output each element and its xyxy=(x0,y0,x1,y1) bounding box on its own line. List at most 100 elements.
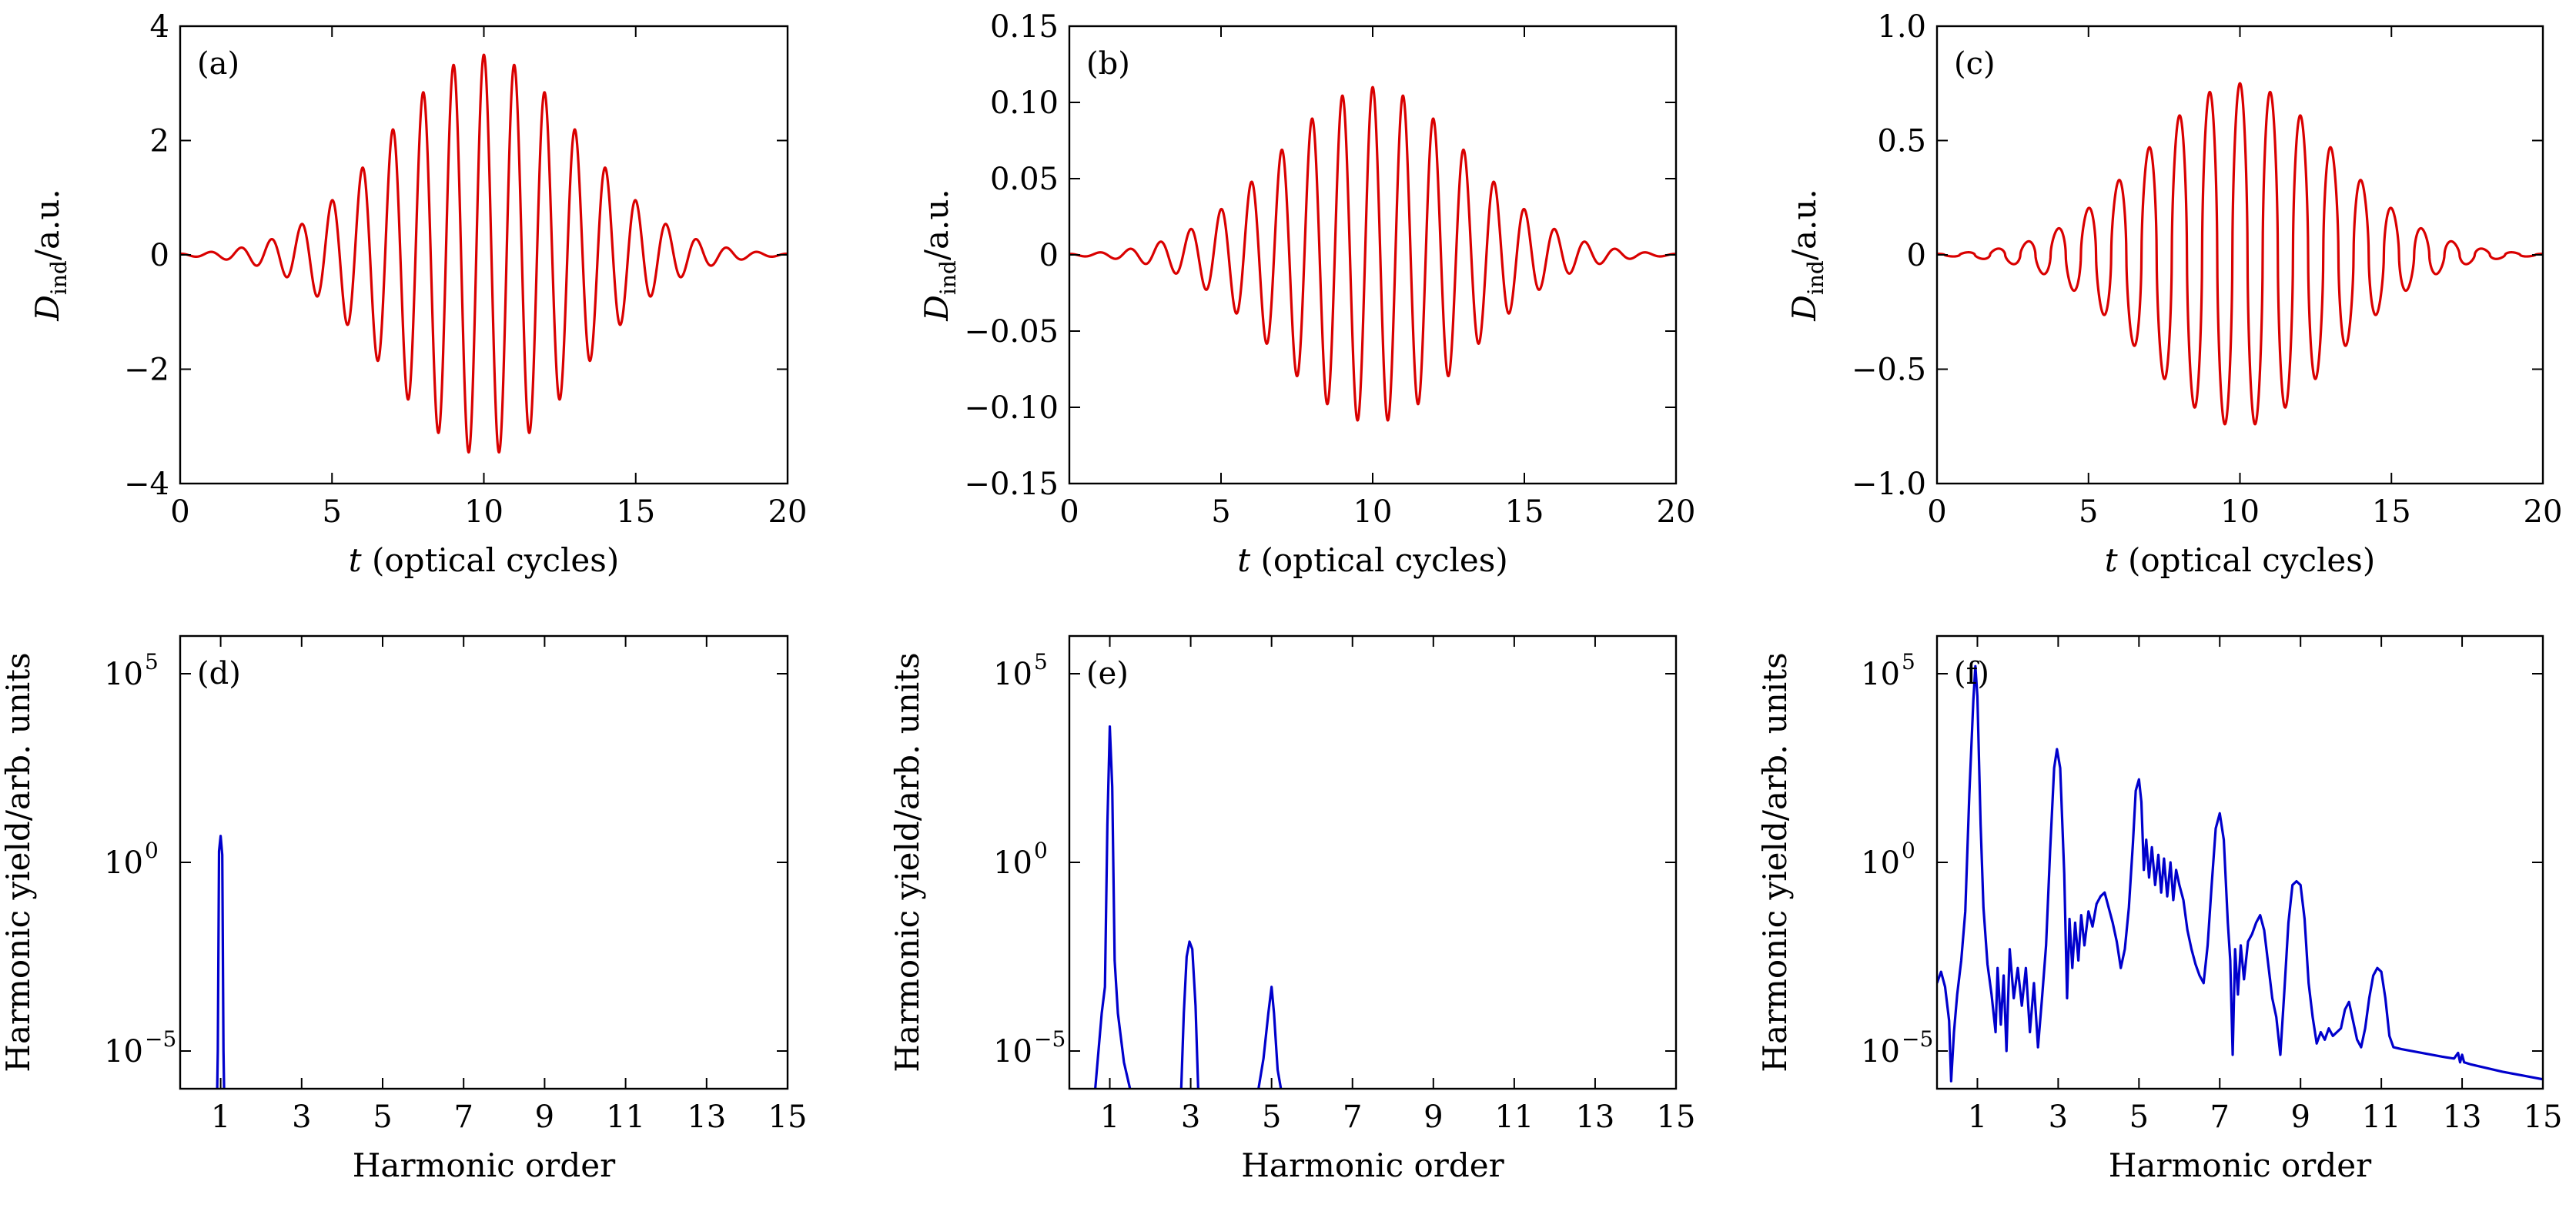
plot-frame xyxy=(179,634,789,1090)
y-tick-exponent: 5 xyxy=(1034,649,1048,674)
x-tick-label: 20 xyxy=(2524,494,2563,530)
y-axis-label: Harmonic yield/arb. units xyxy=(1756,652,1794,1072)
x-tick-label: 3 xyxy=(292,1100,311,1135)
y-tick-label: 10 xyxy=(1861,657,1900,692)
y-tick-label: −2 xyxy=(124,353,169,388)
y-tick-label: −1.0 xyxy=(1852,467,1926,502)
y-tick-exponent: 0 xyxy=(1034,838,1048,863)
plot-frame xyxy=(1068,25,1678,485)
x-tick-label: 15 xyxy=(2372,494,2411,530)
x-tick-label: 11 xyxy=(606,1100,645,1135)
y-tick-label: 0 xyxy=(150,238,169,273)
y-tick-label: 2 xyxy=(150,124,169,159)
panel-label: (a) xyxy=(197,46,239,82)
x-tick-label: 3 xyxy=(2049,1100,2068,1135)
x-tick-label: 7 xyxy=(2210,1100,2230,1135)
x-tick-label: 5 xyxy=(373,1100,392,1135)
x-tick-label: 0 xyxy=(1927,494,1946,530)
y-tick-label: 10 xyxy=(104,657,143,692)
x-tick-label: 0 xyxy=(170,494,189,530)
x-axis-label: t (optical cycles) xyxy=(2105,541,2375,579)
plot-frame xyxy=(179,25,789,485)
x-tick-label: 5 xyxy=(2129,1100,2149,1135)
x-tick-label: 15 xyxy=(2524,1100,2563,1135)
x-tick-label: 11 xyxy=(1494,1100,1534,1135)
x-tick-label: 10 xyxy=(2220,494,2260,530)
x-tick-label: 20 xyxy=(768,494,808,530)
series-line-b xyxy=(1069,85,1676,422)
series-line-c xyxy=(1937,82,2543,426)
x-tick-label: 5 xyxy=(323,494,342,530)
x-tick-label: 13 xyxy=(1575,1100,1614,1135)
x-tick-label: 15 xyxy=(1505,494,1544,530)
x-tick-label: 9 xyxy=(2290,1100,2310,1135)
series-line-a xyxy=(180,53,788,454)
series-line-e xyxy=(1094,725,1283,1089)
x-tick-label: 3 xyxy=(1181,1100,1200,1135)
plot-frame xyxy=(1068,634,1678,1090)
x-tick-label: 13 xyxy=(687,1100,726,1135)
x-tick-label: 0 xyxy=(1059,494,1079,530)
y-tick-label: 0 xyxy=(1907,238,1926,273)
x-tick-label: 5 xyxy=(1211,494,1230,530)
x-tick-label: 1 xyxy=(1100,1100,1119,1135)
x-axis-label: Harmonic order xyxy=(353,1146,616,1184)
series-line-f xyxy=(1937,664,2543,1083)
y-tick-label: 10 xyxy=(993,1034,1032,1069)
y-tick-exponent: 0 xyxy=(1902,838,1915,863)
y-tick-label: 10 xyxy=(993,845,1032,881)
x-tick-label: 13 xyxy=(2443,1100,2482,1135)
x-axis-label: t (optical cycles) xyxy=(1237,541,1507,579)
y-tick-label: 10 xyxy=(1861,845,1900,881)
plot-frame xyxy=(1935,634,2544,1090)
y-tick-exponent: 5 xyxy=(1902,649,1915,674)
y-tick-label: 10 xyxy=(993,657,1032,692)
panel-c: 0 5 10 15 20 −1.0 −0.5 0 0.5 1.0 (c) t (optical cyc… xyxy=(1785,9,2562,579)
plot-frame xyxy=(1935,25,2544,485)
y-axis-label: Harmonic yield/arb. units xyxy=(0,652,37,1072)
x-tick-label: 7 xyxy=(453,1100,473,1135)
series-line-d xyxy=(216,835,226,1089)
x-tick-label: 15 xyxy=(768,1100,808,1135)
y-tick-label: 10 xyxy=(104,845,143,881)
x-tick-label: 10 xyxy=(1353,494,1393,530)
y-tick-label: −0.10 xyxy=(964,390,1059,426)
x-axis-label: Harmonic order xyxy=(2109,1146,2372,1184)
x-tick-label: 9 xyxy=(535,1100,554,1135)
panel-b: 0 5 10 15 20 −0.15 −0.10 −0.05 0 0.05 0.10 0.15 (b) t… xyxy=(918,9,1695,579)
y-tick-label: 0.15 xyxy=(990,9,1059,45)
x-tick-label: 15 xyxy=(1657,1100,1696,1135)
panel-label: (c) xyxy=(1954,46,1996,82)
y-tick-label: −0.5 xyxy=(1852,353,1926,388)
x-tick-label: 11 xyxy=(2362,1100,2401,1135)
y-tick-exponent: −5 xyxy=(1902,1026,1933,1052)
x-tick-label: 20 xyxy=(1657,494,1696,530)
y-axis-label: Dind/a.u. xyxy=(1785,189,1828,322)
x-tick-label: 5 xyxy=(2079,494,2098,530)
y-tick-label: 1.0 xyxy=(1877,9,1926,45)
y-tick-exponent: −5 xyxy=(145,1026,176,1052)
x-tick-label: 15 xyxy=(616,494,655,530)
y-tick-label: −4 xyxy=(124,467,169,502)
y-tick-exponent: −5 xyxy=(1034,1026,1066,1052)
panel-a: 0 5 10 15 20 −4 −2 0 2 4 (a) t (optical cycles) Dind… xyxy=(28,9,807,579)
x-tick-label: 10 xyxy=(464,494,503,530)
y-axis-label: Harmonic yield/arb. units xyxy=(888,652,926,1072)
x-tick-label: 7 xyxy=(1343,1100,1362,1135)
y-tick-label: 10 xyxy=(104,1034,143,1069)
x-tick-label: 1 xyxy=(1968,1100,1987,1135)
x-tick-label: 1 xyxy=(211,1100,230,1135)
y-tick-label: 0.05 xyxy=(990,162,1059,197)
x-tick-label: 9 xyxy=(1423,1100,1443,1135)
y-tick-label: 10 xyxy=(1861,1034,1900,1069)
y-tick-label: 0.10 xyxy=(990,85,1059,121)
x-tick-label: 5 xyxy=(1262,1100,1281,1135)
panel-label: (f) xyxy=(1954,656,1989,691)
panel-label: (b) xyxy=(1086,46,1130,82)
x-axis-label: t (optical cycles) xyxy=(349,541,619,579)
y-axis-label: Dind/a.u. xyxy=(28,189,72,322)
